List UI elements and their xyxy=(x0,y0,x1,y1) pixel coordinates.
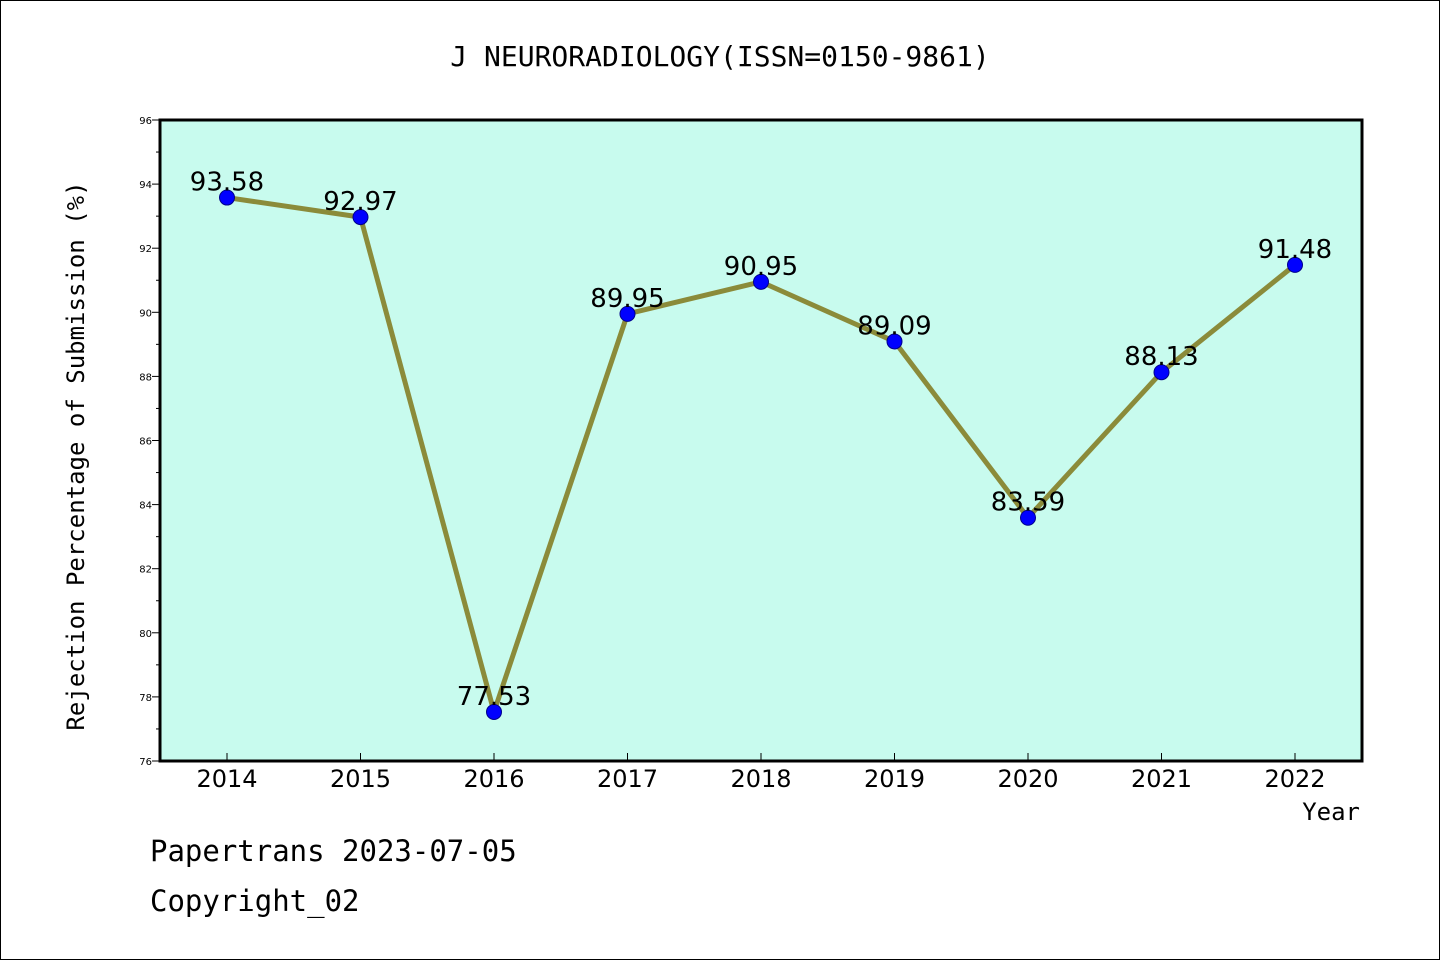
y-axis: 76 78 80 82 84 86 88 90 92 94 96 xyxy=(139,116,160,768)
plot-area xyxy=(158,118,1364,763)
data-label: 92.97 xyxy=(323,187,397,217)
y-tick-label: 78 xyxy=(139,693,152,704)
x-tick-label: 2022 xyxy=(1264,765,1325,793)
series-rejection-percentage: 93.58 92.97 77.53 89.95 90.95 89.09 83.59 88.13… xyxy=(190,168,1332,720)
y-tick-label: 82 xyxy=(139,565,152,576)
data-point xyxy=(352,209,369,226)
data-label: 93.58 xyxy=(190,168,264,198)
x-axis-label: Year xyxy=(1302,798,1360,826)
data-label: 90.95 xyxy=(724,252,798,282)
data-label: 91.48 xyxy=(1258,235,1332,265)
data-label: 89.09 xyxy=(857,311,931,341)
y-axis-label: Rejection Percentage of Submission (%) xyxy=(62,181,90,730)
x-tick-label: 2019 xyxy=(864,765,925,793)
data-point xyxy=(1020,509,1036,526)
x-tick-label: 2016 xyxy=(463,765,524,793)
data-label: 77.53 xyxy=(457,682,531,712)
y-tick-label: 86 xyxy=(139,437,152,448)
data-label: 88.13 xyxy=(1124,342,1198,372)
y-tick-label: 76 xyxy=(139,757,152,768)
data-point xyxy=(886,333,903,350)
footer-watermark: Papertrans 2023-07-05 xyxy=(150,834,517,868)
y-tick-label: 90 xyxy=(139,308,152,319)
y-tick-label: 92 xyxy=(139,244,152,255)
data-point xyxy=(486,703,502,720)
footer-copyright: Copyright_02 xyxy=(150,884,360,918)
data-point xyxy=(1153,364,1170,381)
data-point xyxy=(219,189,235,206)
data-label: 83.59 xyxy=(991,488,1065,518)
x-tick-label: 2015 xyxy=(330,765,391,793)
data-point xyxy=(619,305,636,322)
data-label: 89.95 xyxy=(590,284,664,314)
data-point xyxy=(1287,256,1303,273)
y-tick-label: 96 xyxy=(139,116,152,127)
y-tick-label: 88 xyxy=(139,372,152,383)
y-tick-label: 80 xyxy=(139,629,152,640)
y-tick-label: 84 xyxy=(139,501,152,512)
x-tick-label: 2020 xyxy=(997,765,1058,793)
y-tick-label: 94 xyxy=(139,180,152,191)
x-tick-label: 2014 xyxy=(196,765,257,793)
data-point xyxy=(753,273,769,290)
x-tick-label: 2018 xyxy=(730,765,791,793)
x-tick-label: 2017 xyxy=(597,765,658,793)
x-tick-label: 2021 xyxy=(1131,765,1192,793)
x-axis: 2014 2015 2016 2017 2018 2019 2020 2021 2022 xyxy=(196,753,1326,793)
chart-title: J NEURORADIOLOGY(ISSN=0150-9861) xyxy=(450,40,989,73)
